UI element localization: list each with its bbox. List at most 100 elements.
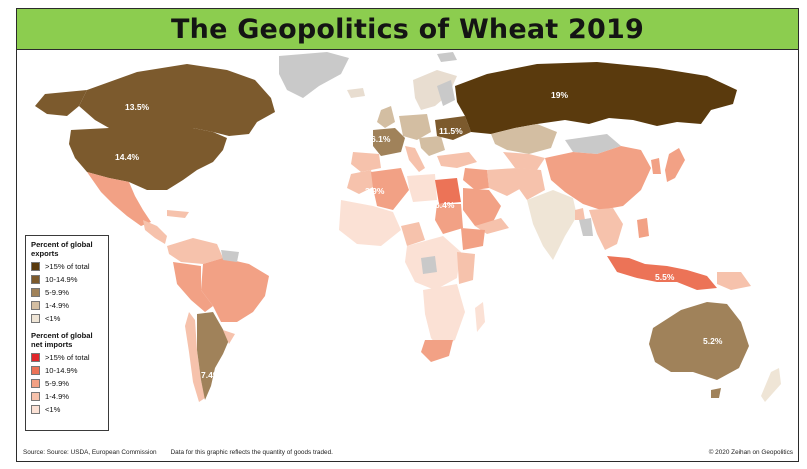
morocco	[347, 170, 375, 194]
germany-central-eu	[399, 114, 431, 140]
ethiopia	[461, 228, 485, 250]
map-legend: Percent of global exports >15% of total …	[25, 235, 109, 431]
legend-swatch	[31, 301, 40, 310]
libya	[407, 174, 437, 202]
legend-label: 1-4.9%	[45, 301, 70, 310]
colombia-venezuela	[167, 238, 223, 264]
sudan	[435, 204, 463, 234]
uruguay	[223, 330, 235, 344]
east-africa	[457, 252, 475, 284]
southern-africa	[423, 284, 465, 350]
uk	[377, 106, 395, 128]
legend-exports-heading: Percent of global exports	[31, 240, 93, 258]
kazakhstan	[491, 124, 557, 154]
usa	[69, 128, 227, 190]
legend-label: >15% of total	[45, 262, 90, 271]
turkey	[437, 152, 477, 168]
legend-item-import: 5-9.9%	[31, 379, 103, 388]
legend-item-export: 5-9.9%	[31, 288, 103, 297]
algeria	[371, 168, 409, 210]
new-guinea	[717, 272, 751, 290]
korea	[651, 158, 661, 174]
new-zealand	[761, 368, 781, 402]
legend-swatch	[31, 392, 40, 401]
south-africa	[421, 340, 453, 362]
mexico	[87, 172, 151, 226]
map-title: The Geopolitics of Wheat 2019	[171, 13, 644, 45]
label-canada: 13.5%	[125, 102, 150, 112]
legend-label: 5-9.9%	[45, 379, 70, 388]
finland	[437, 80, 455, 106]
peru-bolivia	[173, 262, 213, 312]
myanmar-nodata	[579, 218, 593, 236]
canada	[79, 64, 275, 136]
nigeria	[401, 222, 425, 246]
france	[373, 128, 405, 156]
legend-label: >15% of total	[45, 353, 90, 362]
bangladesh	[575, 208, 585, 220]
label-australia: 5.2%	[703, 336, 723, 346]
mongolia	[565, 134, 621, 154]
legend-item-export: 1-4.9%	[31, 301, 103, 310]
balkans	[419, 136, 445, 156]
map-footer: Source: Source: USDA, European Commissio…	[23, 449, 793, 456]
tasmania	[711, 388, 721, 398]
legend-label: <1%	[45, 405, 61, 414]
legend-label: <1%	[45, 314, 61, 323]
central-america	[143, 220, 167, 244]
west-africa	[339, 200, 401, 246]
ukraine	[435, 116, 471, 140]
legend-item-import: >15% of total	[31, 353, 103, 362]
guyana-nodata	[221, 250, 239, 262]
source-text: Source: Source: USDA, European Commissio…	[23, 449, 157, 456]
egypt	[435, 178, 461, 204]
afghanistan-pakistan	[517, 168, 545, 200]
label-egypt: 6.4%	[435, 200, 455, 210]
legend-swatch	[31, 366, 40, 375]
label-argentina: 7.4%	[201, 370, 221, 380]
legend-item-export: >15% of total	[31, 262, 103, 271]
china	[545, 146, 651, 210]
legend-label: 10-14.9%	[45, 275, 78, 284]
legend-swatch	[31, 379, 40, 388]
data-note: Data for this graphic reflects the quant…	[170, 449, 333, 456]
legend-label: 5-9.9%	[45, 288, 70, 297]
title-bar: The Geopolitics of Wheat 2019	[17, 9, 798, 50]
label-indonesia: 5.5%	[655, 272, 675, 282]
scandinavia	[413, 70, 457, 110]
cuba	[167, 210, 189, 218]
label-russia: 19%	[551, 90, 568, 100]
legend-swatch	[31, 275, 40, 284]
legend-imports-heading: Percent of global net imports	[31, 331, 93, 349]
saudi-arabia	[463, 188, 501, 226]
iraq-syria	[463, 168, 489, 190]
southeast-asia	[589, 208, 623, 250]
chile	[185, 312, 205, 402]
label-france: 6.1%	[371, 134, 391, 144]
legend-item-import: <1%	[31, 405, 103, 414]
legend-swatch	[31, 314, 40, 323]
japan	[665, 148, 685, 182]
madagascar	[475, 302, 485, 332]
iran	[487, 168, 525, 196]
india	[527, 190, 577, 260]
alaska	[35, 90, 87, 116]
legend-item-import: 10-14.9%	[31, 366, 103, 375]
russia	[455, 62, 737, 134]
label-usa: 14.4%	[115, 152, 140, 162]
legend-item-export: <1%	[31, 314, 103, 323]
legend-swatch	[31, 405, 40, 414]
legend-swatch	[31, 353, 40, 362]
brazil	[201, 258, 269, 322]
italy	[405, 146, 425, 172]
iceland	[347, 88, 365, 98]
australia	[649, 302, 749, 380]
philippines	[637, 218, 649, 238]
label-ukraine: 11.5%	[439, 126, 463, 136]
central-asia	[503, 152, 545, 170]
legend-label: 1-4.9%	[45, 392, 70, 401]
argentina	[197, 312, 229, 400]
greenland	[279, 52, 349, 98]
congo-nodata	[421, 256, 437, 274]
label-algeria: 3.9%	[365, 186, 385, 196]
